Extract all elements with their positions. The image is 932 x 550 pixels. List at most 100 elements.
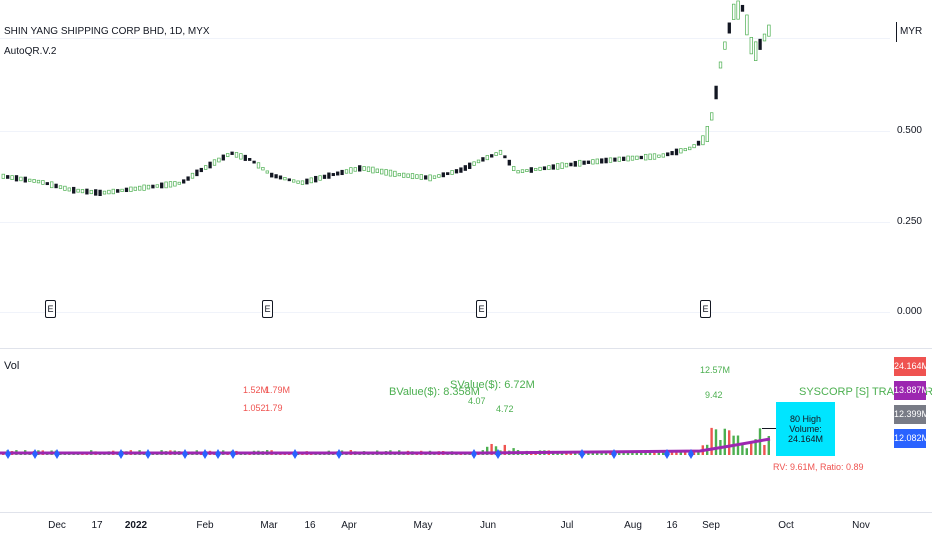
candle [366,166,371,172]
candle [217,157,221,163]
candle [177,181,181,185]
candle [476,159,481,164]
volume-chart[interactable] [0,349,890,514]
candle [190,172,195,179]
candle [102,190,107,195]
gridline [0,312,890,313]
volume-average-line [0,437,771,455]
candle [485,155,489,161]
signal-marker [495,449,501,459]
candle [710,112,714,121]
candle [1,173,5,179]
candle [657,154,661,158]
candle [639,155,643,160]
candle [740,4,745,12]
candle [164,181,168,189]
candle [160,182,164,189]
candle [556,163,560,170]
candle [111,188,115,195]
candle [608,157,613,163]
candle [85,188,89,195]
candle [318,175,322,181]
candle [402,172,406,178]
signal-marker [182,449,188,459]
candle [441,172,445,178]
signal-marker [215,449,221,459]
candle [472,161,476,166]
volume-bar [490,443,493,455]
candle [454,169,459,174]
candle [129,186,133,192]
signal-marker [118,449,124,459]
volume-bar [503,444,506,455]
candle [173,181,177,187]
candle [58,185,63,189]
candle [569,162,573,167]
candle [754,41,758,61]
price-chart[interactable] [0,0,890,340]
candle [270,172,274,178]
candle [195,169,199,177]
volume-bar [670,450,674,455]
candle [362,166,366,171]
candle [727,22,731,34]
candle [723,41,727,50]
candle [28,178,32,182]
price-tick-0250: 0.250 [896,216,922,227]
candle [76,188,80,193]
candle [512,166,516,171]
candle [696,140,701,146]
candle [718,61,723,69]
candle [349,167,353,174]
candle [67,187,71,192]
candle [221,154,225,161]
volume-bar [600,452,603,455]
candle [705,126,709,142]
candle [292,179,296,183]
candle [182,179,186,184]
candle [204,165,208,170]
candle [674,148,679,156]
candle [208,161,212,169]
candle [243,154,247,161]
candle [564,162,569,168]
candle [437,174,441,178]
candle [212,159,217,166]
candle [274,174,278,179]
candle [749,36,753,55]
candle [573,161,577,167]
candle [116,189,120,193]
signal-marker [32,449,38,459]
candle [98,189,102,196]
candle [525,169,529,173]
candle [19,176,23,182]
indicator-title[interactable]: AutoQR.V.2 [4,46,57,57]
signal-marker [471,449,477,459]
candle [32,179,36,183]
candle [701,135,705,146]
candle [745,14,749,36]
candle [239,153,243,160]
green-small-b: 4.72 [496,404,514,414]
earnings-badge[interactable]: E [262,300,273,318]
candle [547,165,551,170]
candle [397,173,401,177]
gridline [0,38,890,39]
earnings-badge[interactable]: E [700,300,711,318]
vol-axis-label: 12.399M [894,405,929,424]
time-tick: 2022 [124,520,148,531]
volume-bar [622,451,625,455]
stat-red: 1.052 [243,403,266,413]
candle [635,155,639,160]
candle [23,176,27,183]
earnings-badge[interactable]: E [476,300,487,318]
candle [380,168,384,175]
pane-separator[interactable] [0,348,932,349]
candle [450,170,454,175]
earnings-badge[interactable]: E [45,300,56,318]
candle [146,184,151,190]
candle [419,174,423,180]
symbol-title[interactable]: SHIN YANG SHIPPING CORP BHD, 1D, MYX [4,26,210,37]
time-tick: 17 [91,520,103,531]
volume-title[interactable]: Vol [4,360,20,372]
